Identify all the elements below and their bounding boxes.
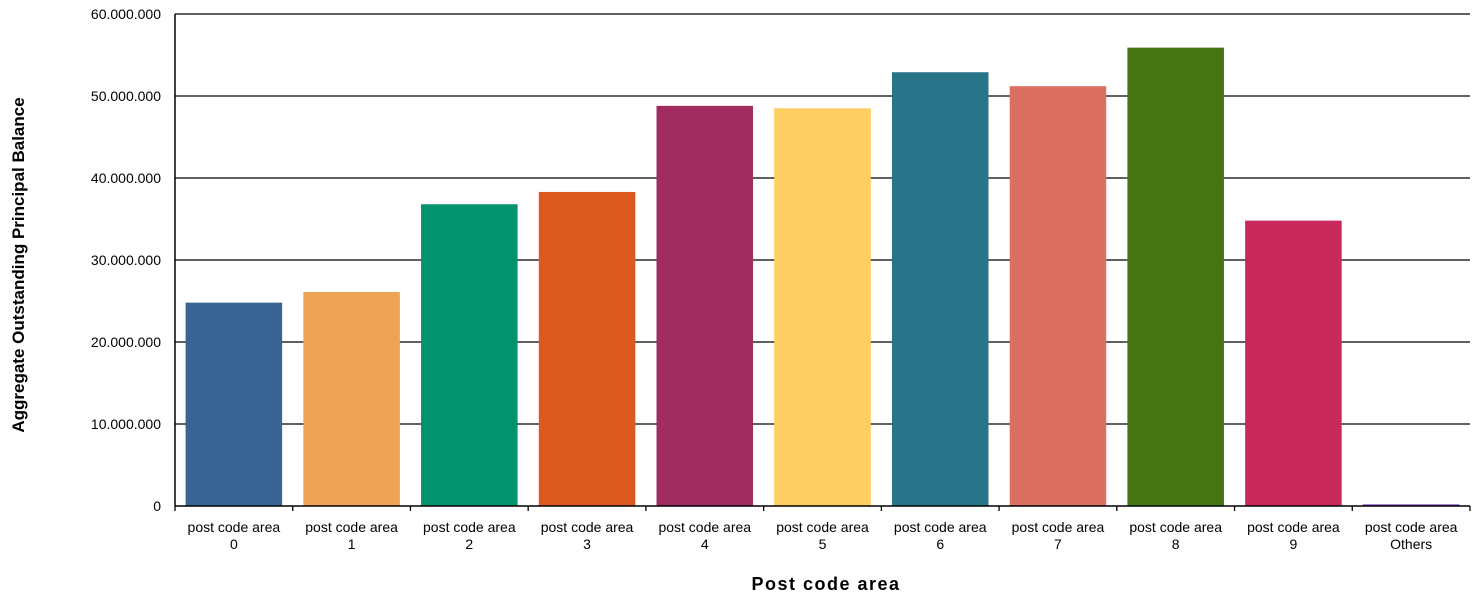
x-tick-label: post code area <box>776 519 869 535</box>
x-tick-label: post code area <box>658 519 751 535</box>
x-tick-label: 8 <box>1172 536 1180 552</box>
x-tick-label: 2 <box>465 536 473 552</box>
x-tick-label: 0 <box>230 536 238 552</box>
bar <box>1362 504 1460 506</box>
x-tick-label: 7 <box>1054 536 1062 552</box>
y-tick-label: 0 <box>153 498 161 514</box>
x-tick-label: post code area <box>305 519 398 535</box>
y-tick-labels: 0 10.000.000 20.000.000 30.000.000 40.000.00… <box>91 6 161 514</box>
x-axis-title: Post code area <box>751 574 900 594</box>
y-tick-label: 30.000.000 <box>91 252 161 268</box>
x-tick-label: post code area <box>1012 519 1105 535</box>
x-tick-label: Others <box>1390 536 1432 552</box>
x-tick-label: post code area <box>1129 519 1222 535</box>
bar <box>774 108 871 507</box>
x-tick-label: post code area <box>541 519 634 535</box>
bar <box>1245 220 1342 506</box>
bar <box>1009 86 1107 506</box>
y-tick-label: 10.000.000 <box>91 416 161 432</box>
bar <box>421 204 518 507</box>
x-tick-label: post code area <box>188 519 281 535</box>
y-tick-label: 50.000.000 <box>91 88 161 104</box>
x-tick-label: 6 <box>936 536 944 552</box>
x-tick-label: 5 <box>819 536 827 552</box>
bar <box>185 302 283 506</box>
bar <box>538 191 636 506</box>
bar <box>891 72 989 506</box>
x-tick-label: post code area <box>1365 519 1458 535</box>
bar <box>656 105 754 506</box>
y-tick-label: 60.000.000 <box>91 6 161 22</box>
y-tick-label: 40.000.000 <box>91 170 161 186</box>
bar <box>303 291 400 506</box>
bar <box>1127 47 1224 507</box>
x-tick-label: 3 <box>583 536 591 552</box>
bars <box>185 47 1460 507</box>
y-axis-title: Aggregate Outstanding Principal Balance <box>9 97 28 432</box>
axes <box>174 14 1471 511</box>
x-tick-label: 4 <box>701 536 709 552</box>
x-tick-label: 9 <box>1290 536 1298 552</box>
y-tick-label: 20.000.000 <box>91 334 161 350</box>
x-tick-label: post code area <box>423 519 516 535</box>
x-tick-label: post code area <box>894 519 987 535</box>
x-tick-label: post code area <box>1247 519 1340 535</box>
x-tick-label: 1 <box>348 536 356 552</box>
